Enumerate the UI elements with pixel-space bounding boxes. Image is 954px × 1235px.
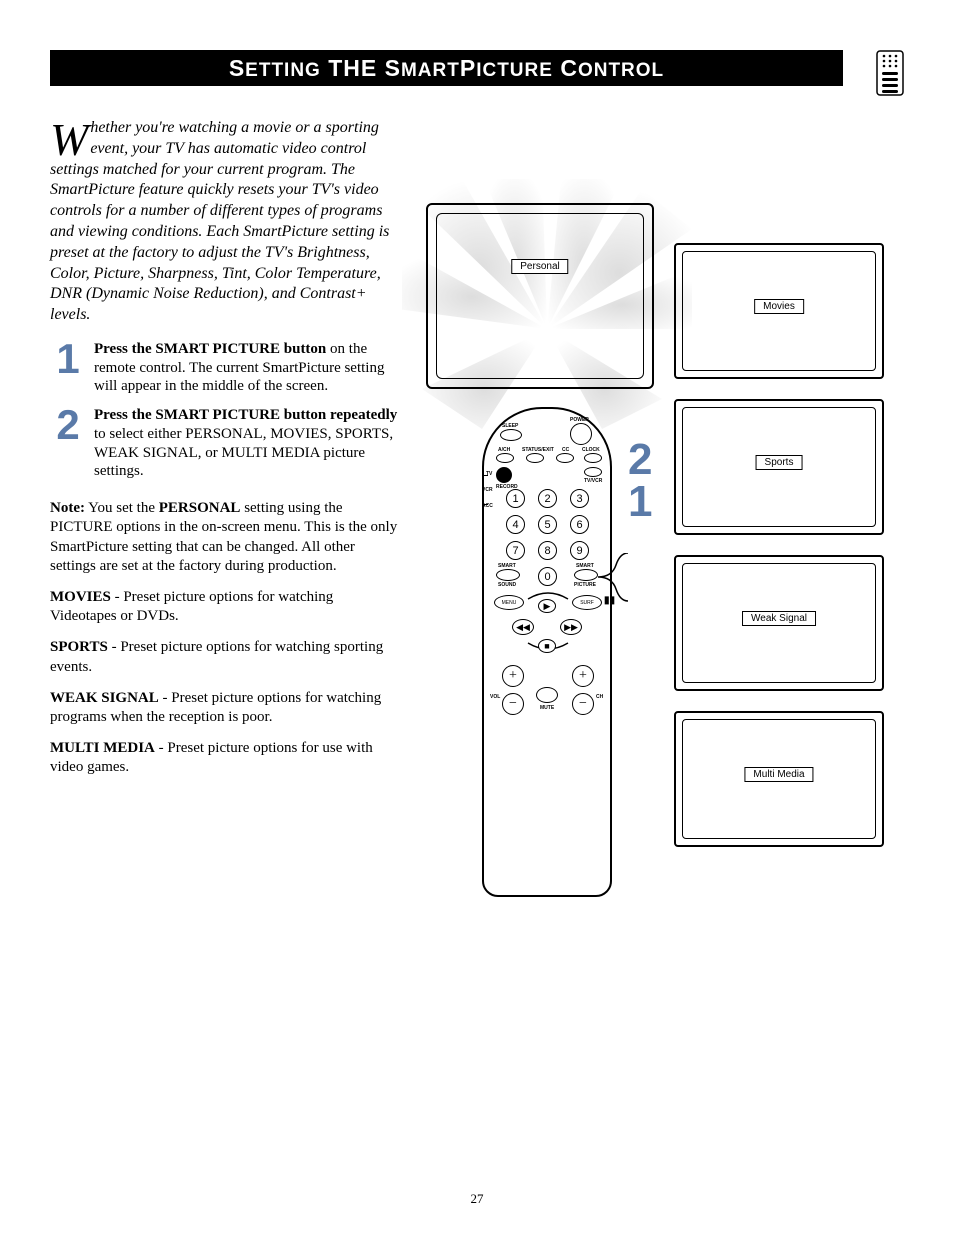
tvvcr-button[interactable] [584, 467, 602, 477]
num-1-button[interactable]: 1 [506, 489, 525, 508]
remote-tab-icon [876, 50, 904, 96]
note-multi-media: MULTI MEDIA - Preset picture options for… [50, 739, 398, 777]
tv-label: Multi Media [744, 767, 813, 782]
num-6-button[interactable]: 6 [570, 515, 589, 534]
page-title: SETTING THE SMARTPICTURE CONTROL [229, 55, 664, 82]
note-weak-signal: WEAK SIGNAL - Preset picture options for… [50, 689, 398, 727]
text-column: Whether you're watching a movie or a spo… [50, 118, 398, 963]
step-text: Press the SMART PICTURE button repeatedl… [94, 406, 398, 481]
note-sports: SPORTS - Preset picture options for watc… [50, 638, 398, 676]
tv-preview-movies: Movies [674, 243, 884, 379]
ch-down-button[interactable]: − [572, 693, 594, 715]
stop-button[interactable]: ■ [538, 639, 556, 653]
vol-down-button[interactable]: − [502, 693, 524, 715]
smart-sound-button[interactable] [496, 569, 520, 581]
clock-button[interactable] [584, 453, 602, 463]
tvvcr-label: TV/VCR [584, 478, 602, 484]
step-2: 2 Press the SMART PICTURE button repeate… [50, 406, 398, 481]
num-2-button[interactable]: 2 [538, 489, 557, 508]
mute-label: MUTE [540, 705, 554, 711]
ch-label: CH [596, 694, 603, 700]
num-4-button[interactable]: 4 [506, 515, 525, 534]
step-number: 2 [50, 406, 86, 481]
mode-switch[interactable] [483, 475, 488, 505]
play-button[interactable]: ▶ [538, 599, 556, 613]
num-9-button[interactable]: 9 [570, 541, 589, 560]
step-number: 1 [50, 340, 86, 396]
tv-preview-weak-signal: Weak Signal [674, 555, 884, 691]
step-1: 1 Press the SMART PICTURE button on the … [50, 340, 398, 396]
mute-button[interactable] [536, 687, 558, 703]
vol-up-button[interactable]: + [502, 665, 524, 687]
smart-picture-label-b: PICTURE [574, 582, 596, 588]
notes-section: Note: You set the PERSONAL setting using… [50, 499, 398, 777]
step-text: Press the SMART PICTURE button on the re… [94, 340, 398, 396]
note-movies: MOVIES - Preset picture options for watc… [50, 588, 398, 626]
ach-button[interactable] [496, 453, 514, 463]
num-8-button[interactable]: 8 [538, 541, 557, 560]
page-title-bar: SETTING THE SMARTPICTURE CONTROL [50, 50, 843, 86]
main-tv-label: Personal [511, 259, 568, 274]
callout-bracket-icon [594, 553, 644, 613]
vol-label: VOL [490, 694, 500, 700]
tv-preview-sports: Sports [674, 399, 884, 535]
status-button[interactable] [526, 453, 544, 463]
num-7-button[interactable]: 7 [506, 541, 525, 560]
rewind-button[interactable]: ◀◀ [512, 619, 534, 635]
callout-1: 1 [628, 477, 652, 527]
smart-sound-label-b: SOUND [498, 582, 516, 588]
tv-label: Weak Signal [742, 611, 816, 626]
main-tv-screen: Personal [426, 203, 654, 389]
power-button[interactable] [570, 423, 592, 445]
num-0-button[interactable]: 0 [538, 567, 557, 586]
remote-control: SLEEP POWER A/CH STATUS/EXIT CC CLOCK R [482, 407, 612, 897]
cc-button[interactable] [556, 453, 574, 463]
forward-button[interactable]: ▶▶ [560, 619, 582, 635]
record-button[interactable] [496, 467, 512, 483]
status-label: STATUS/EXIT [522, 447, 554, 453]
num-5-button[interactable]: 5 [538, 515, 557, 534]
ch-up-button[interactable]: + [572, 665, 594, 687]
dropcap: W [50, 118, 90, 159]
illustration-column: Personal Movies Sports Weak Signal [426, 118, 904, 963]
num-3-button[interactable]: 3 [570, 489, 589, 508]
page-number: 27 [471, 1191, 484, 1207]
sleep-button[interactable] [500, 429, 522, 441]
tv-preview-multi-media: Multi Media [674, 711, 884, 847]
intro-paragraph: Whether you're watching a movie or a spo… [50, 118, 398, 326]
tv-label: Movies [754, 299, 804, 314]
tv-label: Sports [756, 455, 803, 470]
note-personal: Note: You set the PERSONAL setting using… [50, 499, 398, 576]
